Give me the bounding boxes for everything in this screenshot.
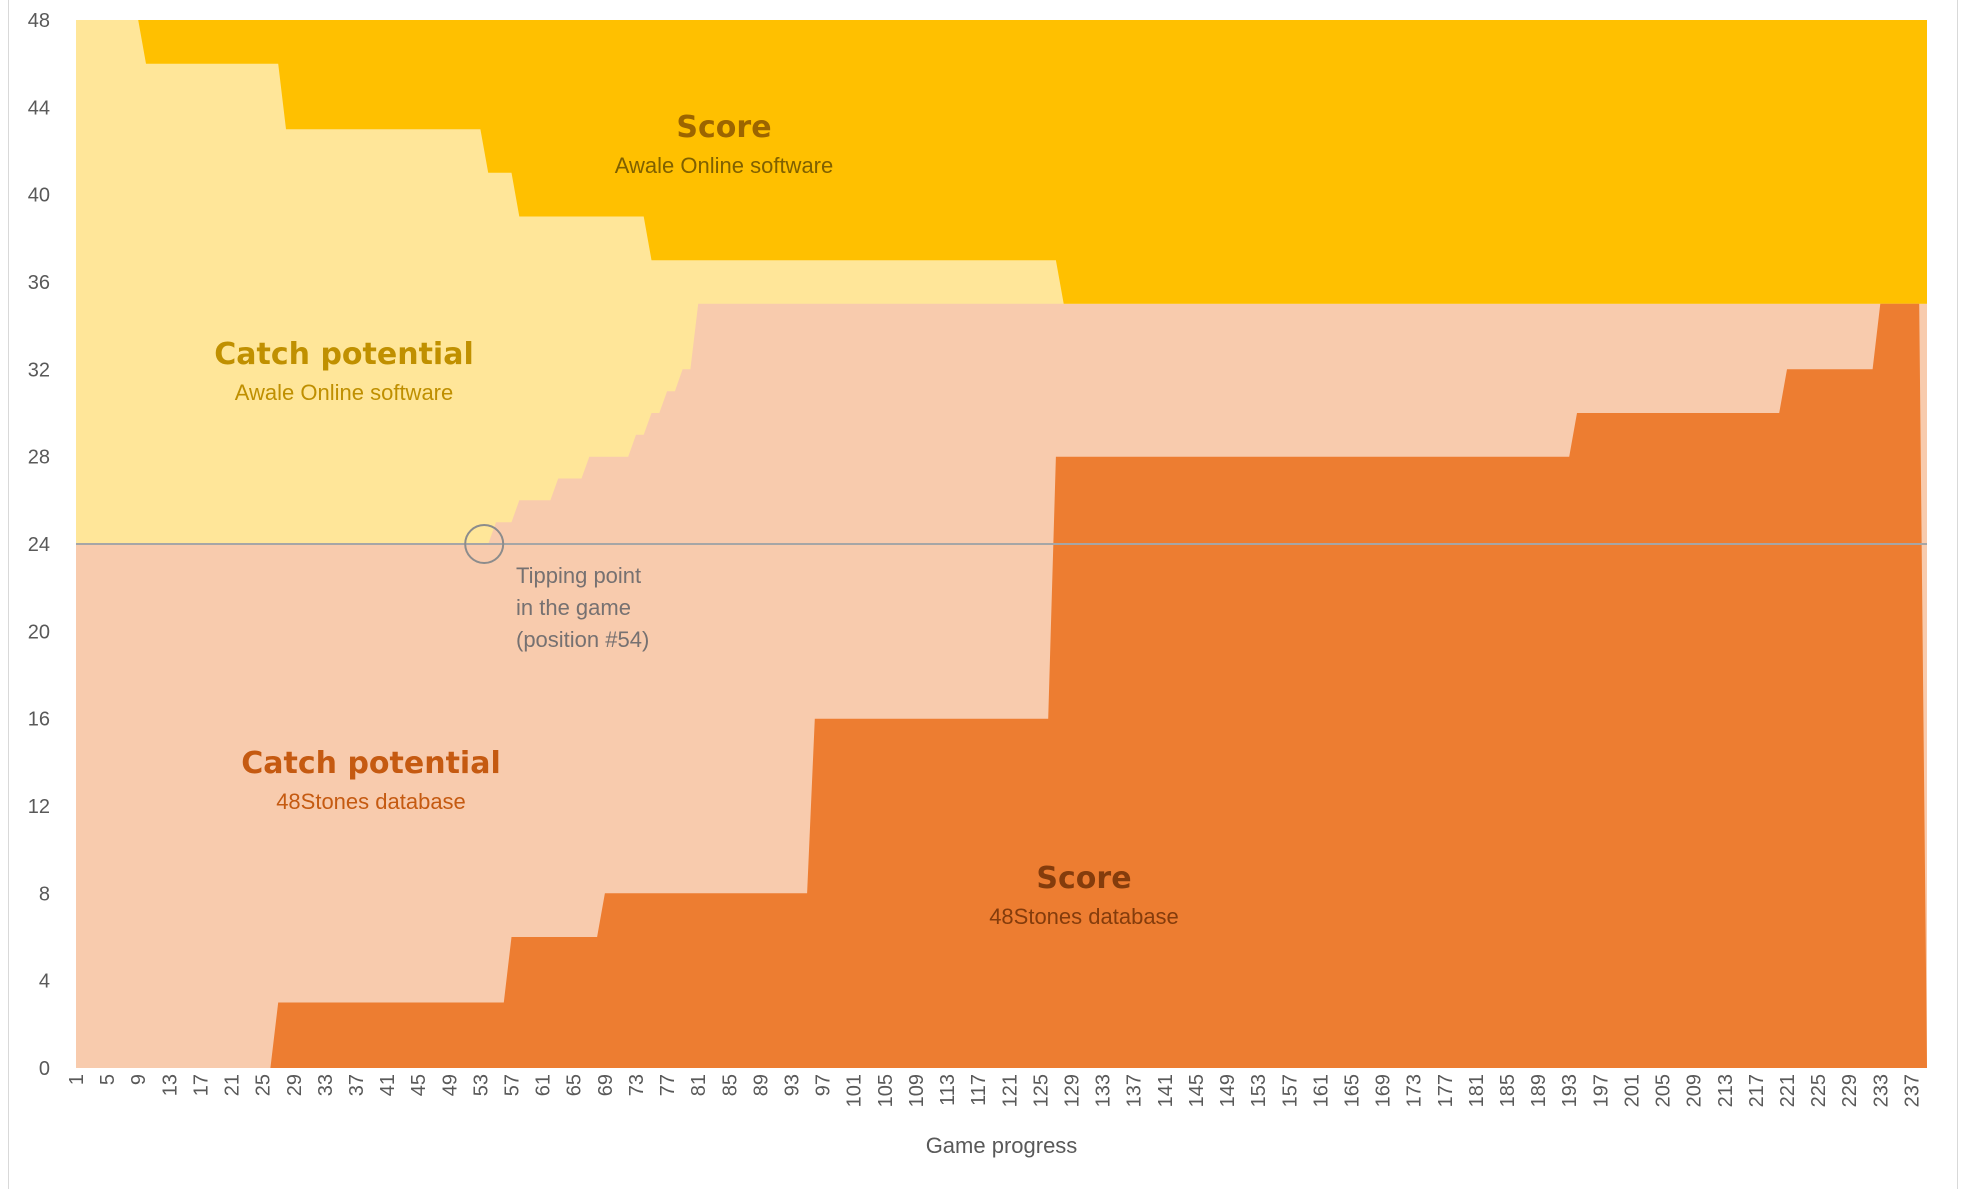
x-tick-label: 165	[1342, 1074, 1364, 1107]
area-score-awale-online	[76, 20, 1927, 304]
annotation-line-3: (position #54)	[516, 627, 649, 652]
x-tick-label: 105	[875, 1074, 897, 1107]
x-tick-label: 69	[595, 1074, 617, 1096]
y-tick-label: 32	[28, 359, 50, 381]
x-tick-label: 173	[1404, 1074, 1426, 1107]
x-tick-label: 201	[1622, 1074, 1644, 1107]
x-tick-label: 153	[1248, 1074, 1270, 1107]
x-tick-label: 97	[813, 1074, 835, 1096]
label-title-catch_awale: Catch potential	[214, 337, 473, 372]
x-tick-label: 133	[1093, 1074, 1115, 1107]
y-tick-label: 36	[28, 272, 50, 294]
y-tick-label: 44	[28, 97, 50, 119]
label-sub-score_48stones: 48Stones database	[989, 904, 1179, 929]
x-tick-label: 25	[253, 1074, 275, 1096]
label-sub-score_awale: Awale Online software	[615, 153, 834, 178]
x-tick-label: 213	[1715, 1074, 1737, 1107]
x-axis-title: Game progress	[926, 1133, 1078, 1158]
x-tick-label: 37	[346, 1074, 368, 1096]
x-tick-label: 17	[190, 1074, 212, 1096]
x-tick-label: 5	[97, 1074, 119, 1085]
x-tick-label: 129	[1062, 1074, 1084, 1107]
x-tick-label: 177	[1435, 1074, 1457, 1107]
y-tick-label: 40	[28, 185, 50, 207]
x-tick-label: 217	[1746, 1074, 1768, 1107]
x-tick-label: 113	[937, 1074, 959, 1106]
x-tick-label: 121	[999, 1074, 1021, 1107]
x-tick-label: 1	[66, 1074, 88, 1085]
x-tick-label: 77	[657, 1074, 679, 1096]
y-tick-label: 24	[28, 534, 50, 556]
y-tick-label: 48	[28, 10, 50, 32]
label-title-score_48stones: Score	[1036, 861, 1131, 896]
x-tick-label: 21	[222, 1074, 244, 1096]
label-title-score_awale: Score	[676, 110, 771, 145]
y-tick-label: 16	[28, 709, 50, 731]
x-tick-label: 85	[719, 1074, 741, 1096]
x-tick-label: 137	[1124, 1074, 1146, 1107]
chart-frame	[8, 0, 1958, 1189]
label-sub-catch_48stones: 48Stones database	[276, 789, 466, 814]
x-tick-label: 229	[1839, 1074, 1861, 1107]
x-tick-label: 33	[315, 1074, 337, 1096]
label-sub-catch_awale: Awale Online software	[235, 380, 454, 405]
x-tick-label: 157	[1279, 1074, 1301, 1107]
x-tick-label: 169	[1373, 1074, 1395, 1107]
x-tick-label: 89	[750, 1074, 772, 1096]
x-tick-label: 205	[1653, 1074, 1675, 1107]
area-score-48stones	[76, 303, 1927, 1068]
x-tick-label: 161	[1310, 1074, 1332, 1107]
x-tick-label: 209	[1684, 1074, 1706, 1107]
x-tick-label: 81	[688, 1074, 710, 1096]
x-tick-label: 233	[1870, 1074, 1892, 1107]
x-tick-label: 197	[1590, 1074, 1612, 1107]
x-tick-label: 101	[844, 1074, 866, 1107]
x-tick-label: 141	[1155, 1074, 1177, 1107]
x-tick-label: 125	[1030, 1074, 1052, 1107]
x-tick-label: 45	[408, 1074, 430, 1096]
y-tick-label: 28	[28, 447, 50, 469]
y-tick-label: 0	[39, 1058, 50, 1080]
x-tick-label: 237	[1901, 1074, 1923, 1107]
label-title-catch_48stones: Catch potential	[241, 746, 500, 781]
x-tick-label: 225	[1808, 1074, 1830, 1107]
x-tick-label: 117	[968, 1074, 990, 1106]
x-tick-label: 93	[782, 1074, 804, 1096]
x-tick-label: 49	[439, 1074, 461, 1096]
x-tick-label: 57	[502, 1074, 524, 1096]
annotation-line-1: Tipping point	[516, 563, 641, 588]
x-tick-label: 221	[1777, 1074, 1799, 1107]
x-tick-label: 189	[1528, 1074, 1550, 1107]
x-tick-label: 13	[159, 1074, 181, 1096]
y-tick-label: 12	[28, 796, 50, 818]
x-tick-label: 185	[1497, 1074, 1519, 1107]
x-tick-label: 193	[1559, 1074, 1581, 1107]
x-tick-label: 109	[906, 1074, 928, 1107]
x-tick-label: 65	[564, 1074, 586, 1096]
y-tick-label: 8	[39, 883, 50, 905]
x-tick-label: 181	[1466, 1074, 1488, 1107]
x-tick-label: 145	[1186, 1074, 1208, 1107]
x-tick-label: 61	[533, 1074, 555, 1096]
x-tick-label: 29	[284, 1074, 306, 1096]
x-tick-label: 73	[626, 1074, 648, 1096]
x-tick-label: 53	[470, 1074, 492, 1096]
y-tick-label: 20	[28, 621, 50, 643]
tipping-point-marker	[464, 524, 505, 564]
x-tick-label: 149	[1217, 1074, 1239, 1107]
x-tick-label: 9	[128, 1074, 150, 1085]
y-tick-label: 4	[39, 971, 50, 993]
x-tick-label: 41	[377, 1074, 399, 1096]
annotation-line-2: in the game	[516, 595, 631, 620]
